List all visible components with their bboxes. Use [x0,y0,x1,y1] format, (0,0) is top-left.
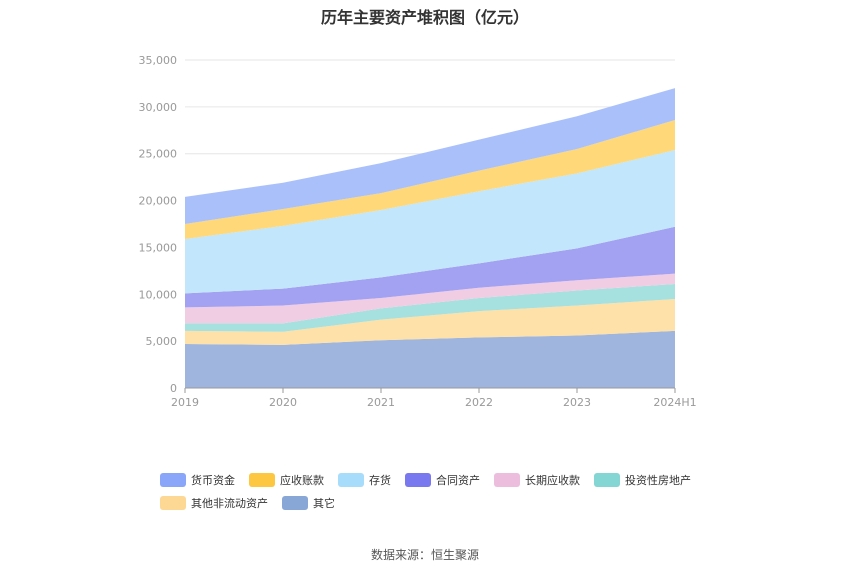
legend-swatch [494,473,520,487]
y-tick-label: 30,000 [139,101,178,114]
y-tick-label: 5,000 [146,335,178,348]
legend-label: 应收账款 [280,474,324,487]
y-tick-label: 25,000 [139,148,178,161]
legend-swatch [338,473,364,487]
area-series-长期应收款 [185,273,675,324]
legend-swatch [594,473,620,487]
legend-row: 其他非流动资产 其它 [160,495,720,511]
data-source-note: 数据来源：恒生聚源 [370,548,479,562]
legend-swatch [160,496,186,510]
legend-label: 长期应收款 [525,474,580,487]
legend-swatch [282,496,308,510]
legend-label: 货币资金 [191,474,235,487]
x-tick-label: 2022 [465,396,493,409]
area-series-合同资产 [185,226,675,308]
y-tick-label: 10,000 [139,288,178,301]
area-series-应收账款 [185,119,675,239]
area-series-存货 [185,149,675,294]
legend-label: 合同资产 [436,474,480,487]
y-tick-label: 35,000 [139,54,178,67]
area-series-投资性房地产 [185,283,675,332]
legend-label: 其它 [313,497,335,510]
legend-swatch [405,473,431,487]
legend-item[interactable]: 长期应收款 [494,472,580,488]
x-tick-label: 2024H1 [653,396,696,409]
axes: 0 5,000 10,000 15,000 20,000 25,000 30,000 35,0… [139,54,697,409]
legend-swatch [249,473,275,487]
legend: 货币资金 应收账款 存货 合同资产 长期应收款 投资性房地产 其他非流动资产 其它 [160,472,720,518]
legend-label: 其他非流动资产 [191,497,268,510]
legend-item[interactable]: 存货 [338,472,391,488]
legend-label: 投资性房地产 [625,474,691,487]
area-series-货币资金 [185,88,675,224]
x-tick-label: 2020 [269,396,297,409]
area-series-其它 [185,330,675,388]
legend-item[interactable]: 投资性房地产 [594,472,691,488]
area-series-其他非流动资产 [185,298,675,345]
legend-swatch [160,473,186,487]
legend-item[interactable]: 其它 [282,495,335,511]
legend-item[interactable]: 合同资产 [405,472,480,488]
legend-row: 货币资金 应收账款 存货 合同资产 长期应收款 投资性房地产 [160,472,720,488]
x-tick-label: 2023 [563,396,591,409]
y-tick-label: 15,000 [139,241,178,254]
legend-label: 存货 [369,474,391,487]
legend-item[interactable]: 货币资金 [160,472,235,488]
legend-item[interactable]: 其他非流动资产 [160,495,268,511]
legend-item[interactable]: 应收账款 [249,472,324,488]
x-tick-label: 2021 [367,396,395,409]
stacked-areas [185,88,675,388]
chart-title: 历年主要资产堆积图（亿元） [320,8,529,27]
y-tick-label: 20,000 [139,195,178,208]
x-tick-label: 2019 [171,396,199,409]
y-tick-label: 0 [170,382,177,395]
